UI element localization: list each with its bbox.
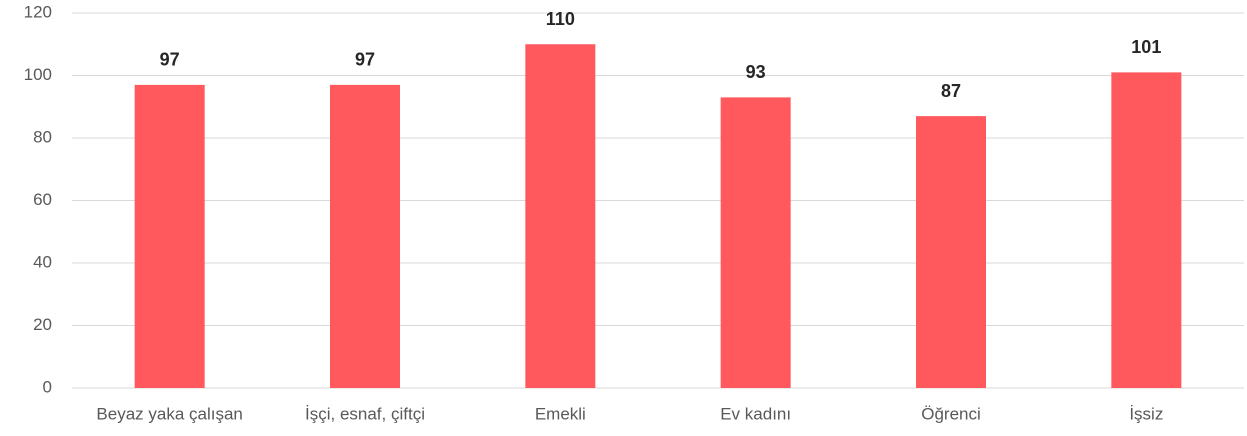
bar — [525, 44, 596, 388]
x-tick-label: Öğrenci — [921, 404, 981, 423]
bar — [720, 97, 791, 388]
x-tick-label: Emekli — [535, 404, 586, 423]
x-tick-label: Ev kadını — [720, 404, 791, 423]
y-tick-label: 0 — [43, 377, 52, 396]
data-label: 87 — [941, 81, 961, 101]
x-tick-label: İşçi, esnaf, çiftçi — [305, 404, 425, 423]
x-tick-label: İşsiz — [1129, 404, 1163, 423]
y-tick-label: 120 — [24, 2, 52, 21]
bar — [916, 116, 986, 388]
bar — [330, 84, 400, 388]
data-label: 97 — [355, 50, 375, 70]
y-tick-label: 100 — [24, 65, 52, 84]
data-label: 110 — [546, 9, 575, 29]
y-tick-label: 80 — [33, 127, 52, 146]
y-tick-label: 20 — [33, 315, 52, 334]
data-label: 101 — [1131, 37, 1161, 57]
y-tick-label: 40 — [33, 252, 52, 271]
data-label: 97 — [160, 50, 180, 70]
y-tick-label: 60 — [33, 190, 52, 209]
data-label: 93 — [746, 62, 766, 82]
x-tick-label: Beyaz yaka çalışan — [96, 404, 242, 423]
bar — [134, 84, 205, 388]
bar — [1111, 72, 1182, 388]
